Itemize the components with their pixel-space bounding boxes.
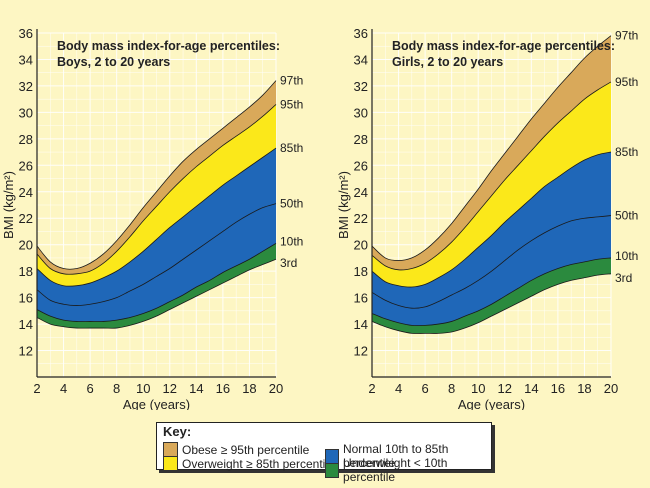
y-tick-label: 16 bbox=[354, 291, 368, 306]
x-tick-label: 16 bbox=[216, 381, 230, 396]
key-item-obese: Obese ≥ 95th percentile bbox=[163, 442, 309, 457]
boys-x-axis-label: Age (years) bbox=[123, 397, 190, 410]
girls-bmi-chart: 97th95th85th50th10th3rd12141618202224262… bbox=[336, 26, 638, 410]
girls-band-underweight bbox=[372, 257, 611, 334]
boys-line-97th bbox=[36, 80, 277, 270]
y-tick-label: 22 bbox=[354, 211, 368, 226]
x-tick-label: 12 bbox=[163, 381, 177, 396]
girls-label-50th: 50th bbox=[615, 209, 638, 223]
key-item-overweight: Overweight ≥ 85th percentile bbox=[163, 456, 335, 471]
girls-line-10th bbox=[371, 257, 612, 327]
x-tick-label: 6 bbox=[86, 381, 93, 396]
obese-swatch bbox=[163, 442, 178, 457]
girls-x-axis-label: Age (years) bbox=[458, 397, 525, 410]
girls-band-obese bbox=[372, 35, 611, 270]
y-tick-label: 26 bbox=[354, 158, 368, 173]
boys-y-axis-label: BMI (kg/m²) bbox=[1, 171, 16, 239]
y-tick-label: 26 bbox=[19, 158, 33, 173]
x-tick-label: 6 bbox=[421, 381, 428, 396]
girls-label-85th: 85th bbox=[615, 145, 638, 159]
y-tick-label: 32 bbox=[354, 79, 368, 94]
underweight-swatch bbox=[325, 462, 340, 478]
boys-line-95th bbox=[36, 104, 277, 275]
girls-label-3rd: 3rd bbox=[615, 271, 632, 285]
boys-subtitle: Boys, 2 to 20 years bbox=[57, 55, 170, 69]
boys-label-95th: 95th bbox=[280, 97, 303, 111]
y-tick-label: 30 bbox=[19, 105, 33, 120]
y-tick-label: 20 bbox=[354, 238, 368, 253]
x-tick-label: 8 bbox=[113, 381, 120, 396]
y-tick-label: 24 bbox=[354, 185, 368, 200]
x-tick-label: 2 bbox=[368, 381, 375, 396]
y-tick-label: 36 bbox=[19, 26, 33, 41]
boys-title: Body mass index-for-age percentiles: bbox=[57, 39, 280, 53]
key-item-underweight: Underweight < 10th percentile bbox=[325, 456, 491, 484]
boys-line-3rd bbox=[36, 258, 277, 329]
y-tick-label: 12 bbox=[19, 344, 33, 359]
key-label-underweight: Underweight < 10th percentile bbox=[343, 456, 448, 484]
x-tick-label: 2 bbox=[33, 381, 40, 396]
y-tick-label: 36 bbox=[354, 26, 368, 41]
legend-key: Key: Obese ≥ 95th percentile Overweight … bbox=[156, 422, 492, 484]
girls-line-3rd bbox=[371, 273, 612, 334]
y-tick-label: 22 bbox=[19, 211, 33, 226]
x-tick-label: 14 bbox=[189, 381, 203, 396]
boys-line-10th bbox=[36, 243, 277, 322]
boys-label-3rd: 3rd bbox=[280, 256, 297, 270]
x-tick-label: 4 bbox=[395, 381, 402, 396]
girls-y-axis-label: BMI (kg/m²) bbox=[336, 171, 351, 239]
y-tick-label: 14 bbox=[354, 317, 368, 332]
x-tick-label: 18 bbox=[577, 381, 591, 396]
x-tick-label: 16 bbox=[551, 381, 565, 396]
girls-line-85th bbox=[371, 151, 612, 288]
girls-label-95th: 95th bbox=[615, 75, 638, 89]
y-tick-label: 20 bbox=[19, 238, 33, 253]
boys-bmi-chart: 97th95th85th50th10th3rd12141618202224262… bbox=[1, 26, 303, 410]
key-label-obese: Obese ≥ 95th percentile bbox=[182, 442, 310, 457]
y-tick-label: 14 bbox=[19, 317, 33, 332]
key-label-normal: Normal 10th to 85th percentile bbox=[342, 442, 449, 470]
y-tick-label: 34 bbox=[19, 52, 33, 67]
y-tick-label: 18 bbox=[19, 264, 33, 279]
x-tick-label: 20 bbox=[269, 381, 283, 396]
boys-band-normal bbox=[37, 148, 276, 322]
girls-label-97th: 97th bbox=[615, 29, 638, 43]
girls-line-50th bbox=[371, 215, 612, 309]
boys-label-85th: 85th bbox=[280, 141, 303, 155]
x-tick-label: 4 bbox=[60, 381, 67, 396]
boys-label-50th: 50th bbox=[280, 197, 303, 211]
boys-label-97th: 97th bbox=[280, 74, 303, 88]
girls-band-overweight bbox=[372, 81, 611, 288]
x-tick-label: 8 bbox=[448, 381, 455, 396]
key-label-overweight: Overweight ≥ 85th percentile bbox=[182, 456, 335, 471]
overweight-swatch bbox=[163, 456, 178, 471]
x-tick-label: 20 bbox=[604, 381, 618, 396]
boys-line-85th bbox=[36, 147, 277, 287]
x-tick-label: 18 bbox=[242, 381, 256, 396]
x-tick-label: 10 bbox=[471, 381, 485, 396]
girls-line-97th bbox=[371, 35, 612, 261]
y-tick-label: 28 bbox=[19, 132, 33, 147]
key-item-normal: Normal 10th to 85th percentile bbox=[325, 442, 491, 470]
y-tick-label: 32 bbox=[19, 79, 33, 94]
y-tick-label: 28 bbox=[354, 132, 368, 147]
girls-band-normal bbox=[372, 152, 611, 326]
boys-label-10th: 10th bbox=[280, 234, 303, 248]
y-tick-label: 24 bbox=[19, 185, 33, 200]
y-tick-label: 12 bbox=[354, 344, 368, 359]
girls-subtitle: Girls, 2 to 20 years bbox=[392, 55, 503, 69]
girls-title: Body mass index-for-age percentiles: bbox=[392, 39, 615, 53]
y-tick-label: 30 bbox=[354, 105, 368, 120]
x-tick-label: 12 bbox=[498, 381, 512, 396]
x-tick-label: 10 bbox=[136, 381, 150, 396]
x-tick-label: 14 bbox=[524, 381, 538, 396]
girls-line-95th bbox=[371, 81, 612, 271]
y-tick-label: 18 bbox=[354, 264, 368, 279]
boys-line-50th bbox=[36, 203, 277, 306]
y-tick-label: 34 bbox=[354, 52, 368, 67]
key-title: Key: bbox=[163, 424, 192, 439]
y-tick-label: 16 bbox=[19, 291, 33, 306]
girls-label-10th: 10th bbox=[615, 249, 638, 263]
